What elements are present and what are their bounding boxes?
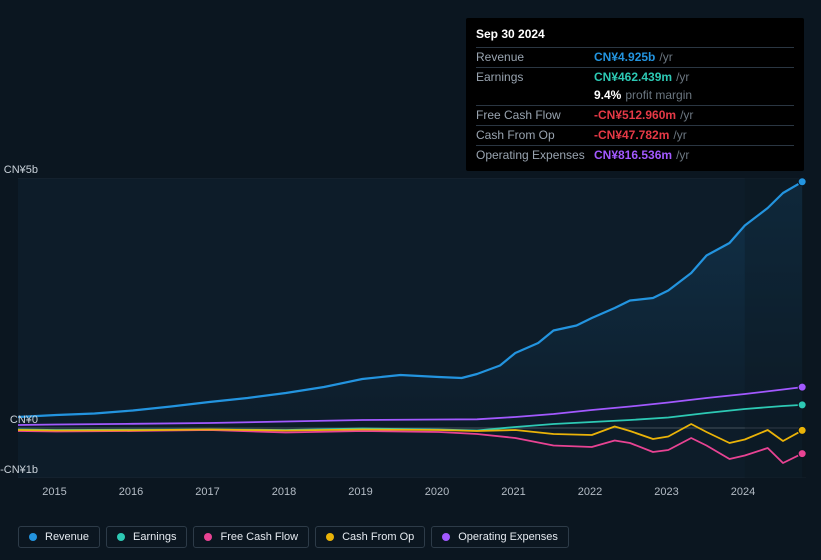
x-axis-label: 2016 (119, 486, 143, 498)
legend-item-opex[interactable]: Operating Expenses (431, 526, 569, 548)
legend-item-fcf[interactable]: Free Cash Flow (193, 526, 309, 548)
legend-item-revenue[interactable]: Revenue (18, 526, 100, 548)
x-axis-label: 2024 (731, 486, 755, 498)
tooltip-value: -CN¥512.960m (594, 107, 676, 124)
y-axis-label: CN¥0 (0, 414, 38, 426)
legend-item-earnings[interactable]: Earnings (106, 526, 187, 548)
tooltip-row: Cash From Op-CN¥47.782m/yr (476, 125, 794, 145)
y-axis-label: -CN¥1b (0, 464, 38, 476)
tooltip-suffix: /yr (659, 49, 672, 66)
legend-dot-icon (117, 533, 125, 541)
tooltip-suffix: /yr (680, 107, 693, 124)
legend-label: Free Cash Flow (220, 531, 298, 543)
tooltip-date: Sep 30 2024 (476, 24, 794, 47)
legend-label: Operating Expenses (458, 531, 558, 543)
legend-label: Cash From Op (342, 531, 414, 543)
tooltip-label: Revenue (476, 49, 594, 66)
tooltip-row: EarningsCN¥462.439m/yr (476, 67, 794, 87)
tooltip-suffix: /yr (673, 127, 686, 144)
x-axis-label: 2018 (272, 486, 296, 498)
tooltip-label: Operating Expenses (476, 147, 594, 164)
x-axis-label: 2022 (578, 486, 602, 498)
tooltip-label: Earnings (476, 69, 594, 86)
x-axis-label: 2017 (195, 486, 219, 498)
tooltip-value: CN¥816.536m (594, 147, 672, 164)
tooltip-suffix: /yr (676, 69, 689, 86)
legend-dot-icon (326, 533, 334, 541)
tooltip-row: Free Cash Flow-CN¥512.960m/yr (476, 105, 794, 125)
tooltip-suffix: /yr (676, 147, 689, 164)
x-axis-label: 2015 (42, 486, 66, 498)
legend-label: Revenue (45, 531, 89, 543)
tooltip-row: RevenueCN¥4.925b/yr (476, 47, 794, 67)
tooltip-subrow: 9.4% profit margin (476, 86, 794, 105)
x-axis-label: 2021 (501, 486, 525, 498)
tooltip-value: CN¥462.439m (594, 69, 672, 86)
chart-svg (18, 178, 806, 478)
tooltip-pct: 9.4% (594, 87, 621, 104)
tooltip-value: -CN¥47.782m (594, 127, 669, 144)
legend-dot-icon (29, 533, 37, 541)
tooltip-label: Free Cash Flow (476, 107, 594, 124)
financials-chart[interactable]: CN¥5bCN¥0-CN¥1b2015201620172018201920202… (18, 178, 806, 478)
chart-legend: Revenue Earnings Free Cash Flow Cash From O… (18, 526, 569, 548)
x-axis-label: 2020 (425, 486, 449, 498)
legend-dot-icon (442, 533, 450, 541)
tooltip-label: Cash From Op (476, 127, 594, 144)
tooltip-value: CN¥4.925b (594, 49, 655, 66)
legend-dot-icon (204, 533, 212, 541)
x-axis-label: 2023 (654, 486, 678, 498)
legend-item-cfo[interactable]: Cash From Op (315, 526, 425, 548)
y-axis-label: CN¥5b (0, 164, 38, 176)
tooltip-row: Operating ExpensesCN¥816.536m/yr (476, 145, 794, 165)
root: Sep 30 2024RevenueCN¥4.925b/yrEarningsCN… (0, 0, 821, 560)
hover-tooltip: Sep 30 2024RevenueCN¥4.925b/yrEarningsCN… (466, 18, 804, 171)
legend-label: Earnings (133, 531, 176, 543)
x-axis-label: 2019 (348, 486, 372, 498)
tooltip-pm-text: profit margin (625, 87, 692, 104)
